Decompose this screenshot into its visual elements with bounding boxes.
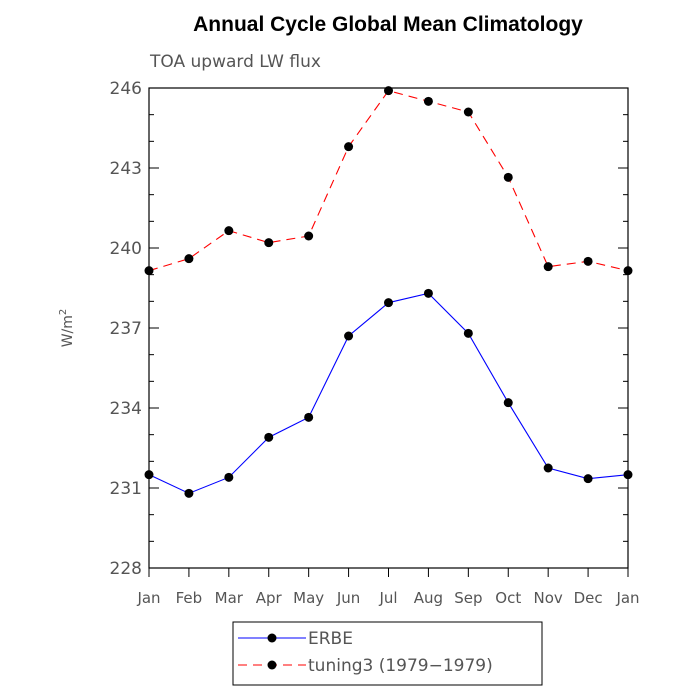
data-point-erbe	[583, 474, 593, 484]
data-point-tuning3	[384, 86, 393, 96]
x-tick-label: Mar	[215, 589, 244, 607]
x-tick-label: Jan	[136, 589, 160, 607]
y-axis-label-sup: 2	[58, 309, 69, 315]
series-line-tuning3	[148, 90, 629, 272]
x-tick-label: Feb	[176, 589, 203, 607]
series-line-erbe	[148, 292, 629, 494]
data-point-tuning3	[543, 262, 553, 272]
legend-marker-erbe	[267, 633, 277, 643]
legend-marker-tuning3	[267, 660, 277, 670]
data-point-erbe	[463, 328, 473, 338]
legend-box	[232, 621, 543, 686]
y-tick-label: 234	[110, 399, 142, 419]
legend-label-erbe: ERBE	[308, 629, 353, 649]
data-point-tuning3	[304, 231, 314, 241]
x-tick-label: Apr	[256, 589, 283, 607]
data-point-erbe	[423, 288, 433, 298]
data-point-tuning3	[344, 142, 354, 152]
x-tick-label: Aug	[414, 589, 443, 607]
data-point-erbe	[264, 432, 274, 442]
chart-subtitle: TOA upward LW flux	[149, 52, 321, 72]
data-point-tuning3	[503, 172, 513, 182]
x-tick-label: Oct	[495, 589, 521, 607]
data-point-tuning3	[623, 266, 633, 276]
series-layer	[144, 86, 633, 498]
y-tick-label: 246	[110, 79, 142, 99]
data-point-tuning3	[583, 256, 593, 266]
chart-title: Annual Cycle Global Mean Climatology	[193, 13, 583, 36]
x-tick-label: May	[293, 589, 324, 607]
data-point-tuning3	[224, 226, 234, 236]
data-point-tuning3	[264, 238, 274, 248]
data-point-erbe	[543, 463, 553, 473]
x-tick-label: Dec	[574, 589, 603, 607]
y-tick-label: 243	[110, 159, 142, 179]
x-tick-label: Nov	[534, 589, 563, 607]
plot-frame	[148, 87, 629, 569]
x-tick-label: Sep	[454, 589, 482, 607]
data-point-erbe	[304, 412, 314, 422]
data-point-tuning3	[184, 254, 194, 264]
y-axis-label-base: W/m	[60, 315, 76, 347]
y-tick-label: 231	[110, 479, 142, 499]
data-point-erbe	[344, 331, 354, 341]
y-axis-label: W/m2	[58, 309, 76, 348]
data-point-erbe	[384, 298, 393, 308]
data-point-erbe	[144, 470, 154, 480]
y-tick-label: 237	[110, 319, 142, 339]
y-tick-label: 240	[110, 239, 142, 259]
data-point-tuning3	[463, 107, 473, 117]
y-tick-label: 228	[110, 559, 142, 579]
data-point-tuning3	[423, 96, 433, 106]
x-tick-label: Jun	[336, 589, 360, 607]
legend: ERBE tuning3 (1979−1979)	[232, 621, 543, 686]
x-tick-label: Jul	[378, 589, 397, 607]
x-tick-label: Jan	[615, 589, 639, 607]
data-point-erbe	[623, 470, 633, 480]
data-point-erbe	[184, 488, 194, 498]
data-point-erbe	[224, 472, 234, 482]
legend-label-tuning3: tuning3 (1979−1979)	[308, 656, 493, 676]
data-point-erbe	[503, 398, 513, 408]
data-point-tuning3	[144, 266, 154, 276]
axes: 228 231 234 237 240 243 246 Jan Feb Mar Apr May Jun J…	[110, 79, 640, 607]
